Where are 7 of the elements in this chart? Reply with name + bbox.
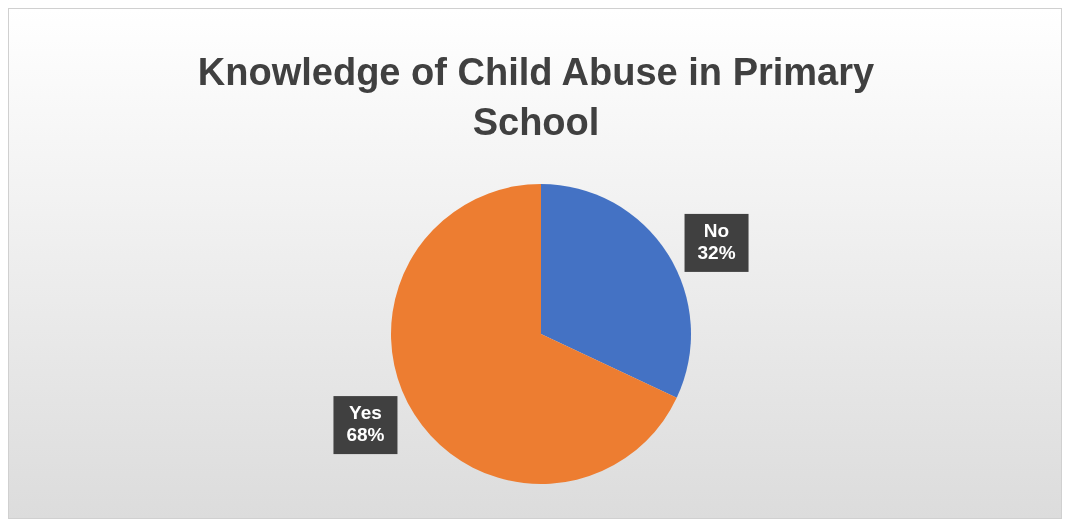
- chart-title: Knowledge of Child Abuse in Primary School: [196, 50, 876, 145]
- data-label: 68%: [346, 424, 385, 446]
- slice-label: No: [703, 219, 730, 241]
- data-label: 32%: [697, 241, 736, 263]
- slice-label: Yes: [349, 402, 382, 424]
- pie-slice: [541, 184, 691, 398]
- pie-slice: [391, 184, 677, 484]
